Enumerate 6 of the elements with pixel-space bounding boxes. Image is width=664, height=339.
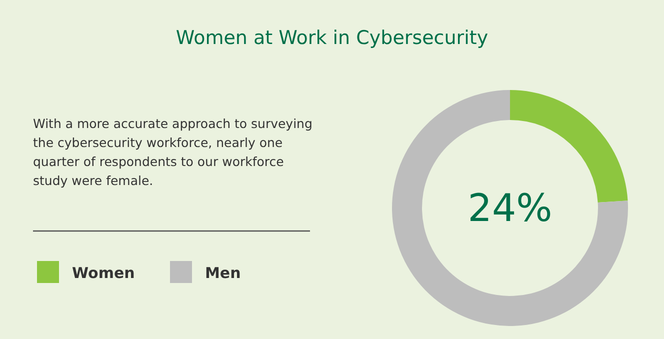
legend-label: Men [205,264,241,282]
donut-slice [392,90,628,326]
legend-label: Women [72,264,135,282]
text: With a more accurate approach to surveying the cybersecurity workforce, nearly one quarter of respondents to our workforce study were female. [33,116,312,188]
data-label: 24% [468,186,552,230]
chart-title: Women at Work in Cybersecurity [176,27,488,49]
